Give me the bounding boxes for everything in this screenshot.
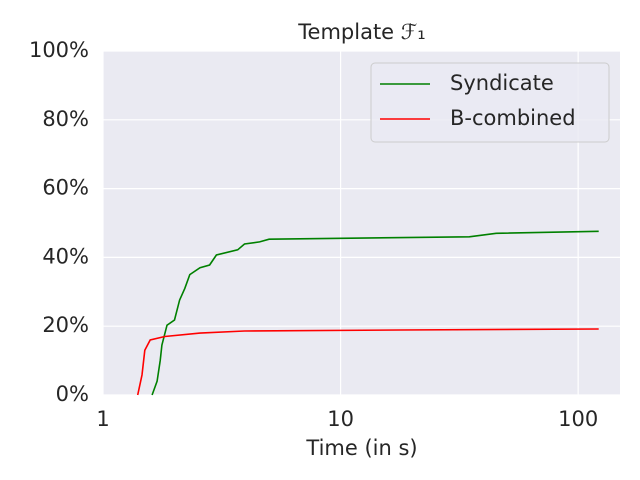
- x-tick-label: 10: [327, 407, 354, 431]
- legend-label: B-combined: [450, 106, 576, 130]
- x-tick-label: 1: [96, 407, 109, 431]
- x-axis-label: Time (in s): [305, 436, 417, 460]
- y-tick-label: 80%: [42, 107, 89, 131]
- series-line: [151, 230, 599, 396]
- y-tick-label: 100%: [29, 38, 89, 62]
- series-line: [136, 328, 599, 396]
- y-tick-label: 40%: [42, 244, 89, 268]
- chart-title: Template ℱ₁: [297, 20, 425, 44]
- legend-box: [370, 62, 610, 143]
- y-tick-label: 20%: [42, 313, 89, 337]
- y-tick-label: 60%: [42, 176, 89, 200]
- y-tick-label: 0%: [56, 382, 89, 406]
- legend-label: Syndicate: [450, 71, 554, 95]
- x-tick-label: 100: [558, 407, 598, 431]
